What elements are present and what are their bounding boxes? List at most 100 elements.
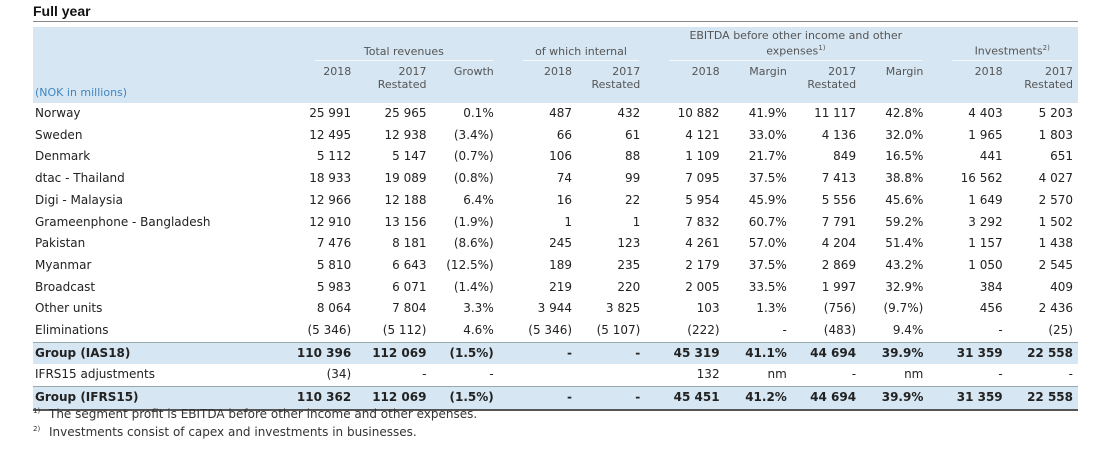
cell: 33.0% <box>748 127 787 142</box>
cell: 4 204 <box>821 236 857 251</box>
cell: 2 545 <box>1038 257 1073 272</box>
row-label: Digi - Malaysia <box>35 192 123 207</box>
cell: 219 <box>549 279 573 294</box>
cell: (12.5%) <box>446 257 494 272</box>
cell: 132 <box>645 364 725 388</box>
cell: 5 810 <box>316 257 352 272</box>
cell: (0.7%) <box>453 149 494 164</box>
group-title: Investments <box>974 45 1043 58</box>
cell: (34) <box>290 364 357 388</box>
cell: 7 832 <box>685 214 720 229</box>
cell: 441 <box>979 149 1003 164</box>
row-label: Myanmar <box>35 257 92 272</box>
cell: 45.6% <box>885 192 924 207</box>
cell: 38.8% <box>885 171 924 186</box>
cell: - <box>498 386 578 411</box>
table-row: Eliminations (5 346) (5 112) 4.6% (5 346) (5 … <box>33 320 1078 343</box>
cell: 31 359 <box>928 386 1008 411</box>
cell: 4 403 <box>968 106 1003 120</box>
table-row: Myanmar 5 810 6 643 (12.5%) 189 235 2 179 37.5%… <box>33 255 1078 277</box>
column-header-line: 2018 <box>323 65 352 78</box>
cell: 9.4% <box>861 320 929 343</box>
cell: (5 346) <box>498 320 578 343</box>
row-label: Group (IAS18) <box>33 342 291 365</box>
column-header: 2017 Restated <box>577 61 646 103</box>
cell: 16 562 <box>960 171 1003 186</box>
cell: 3 825 <box>605 301 641 316</box>
cell: 12 910 <box>309 214 352 229</box>
unit-label: (NOK in millions) <box>33 61 291 103</box>
cell: 7 804 <box>392 301 427 316</box>
group-title: of which internal <box>535 45 627 58</box>
group-header: Investments2) <box>928 27 1078 61</box>
table-row: Group (IFRS15) 110 362 112 069 (1.5%) - -45 4… <box>33 386 1078 411</box>
cell: 61 <box>625 127 641 142</box>
cell: 110 362 <box>290 386 357 411</box>
cell: 2 570 <box>1038 192 1073 207</box>
cell: 4 261 <box>685 236 720 251</box>
cell: 4 027 <box>1038 171 1073 186</box>
cell: 0.1% <box>463 106 494 120</box>
cell: nm <box>724 364 792 388</box>
cell: 5 147 <box>392 149 427 164</box>
cell: 1 <box>632 214 641 229</box>
cell: 60.7% <box>748 214 787 229</box>
cell: 1 997 <box>821 279 857 294</box>
header-row: (NOK in millions) 2018 2017 Restated Growth 2… <box>33 61 1078 103</box>
cell: 245 <box>549 236 573 251</box>
cell: (1.9%) <box>453 214 494 229</box>
cell: 99 <box>625 171 641 186</box>
group-label: EBITDA before other income and other exp… <box>669 30 923 61</box>
column-header-line: Growth <box>453 65 494 78</box>
cell: 123 <box>617 236 641 251</box>
row-label: Grameenphone - Bangladesh <box>35 214 211 229</box>
cell: 6.4% <box>463 192 494 207</box>
cell: 12 188 <box>384 192 427 207</box>
cell: 2 179 <box>685 257 720 272</box>
column-header-line: Margin <box>885 65 924 78</box>
cell: nm <box>861 364 929 388</box>
cell: 1 803 <box>1038 127 1073 142</box>
row-label: Denmark <box>35 149 91 164</box>
cell: 32.0% <box>885 127 924 142</box>
cell: - <box>431 364 499 388</box>
column-header-line: 2017 <box>1045 65 1073 78</box>
cell: - <box>577 386 646 411</box>
cell: 5 112 <box>316 149 352 164</box>
cell: 7 791 <box>821 214 857 229</box>
cell: 45 451 <box>645 386 725 411</box>
column-header: 2018 <box>290 61 357 103</box>
column-header: Margin <box>724 61 792 103</box>
cell: 13 156 <box>384 214 427 229</box>
cell: 5 983 <box>316 279 352 294</box>
cell: 43.2% <box>885 257 924 272</box>
column-header: 2017 Restated <box>1007 61 1078 103</box>
cell: (1.5%) <box>431 342 499 365</box>
cell: 42.8% <box>885 106 924 120</box>
footnote-marker: 1) <box>33 407 41 415</box>
cell: 18 933 <box>309 171 352 186</box>
cell: 5 954 <box>685 192 720 207</box>
cell: 5 203 <box>1038 106 1073 120</box>
footnote-text: Investments consist of capex and investm… <box>49 425 417 439</box>
cell: (8.6%) <box>453 236 494 251</box>
row-label: Norway <box>35 106 81 120</box>
cell: 8 064 <box>316 301 352 316</box>
cell: 12 495 <box>309 127 352 142</box>
cell: 409 <box>1050 279 1073 294</box>
table-row: dtac - Thailand 18 933 19 089 (0.8%) 74 99 7 0… <box>33 168 1078 190</box>
cell: 59.2% <box>885 214 924 229</box>
cell: 21.7% <box>748 149 787 164</box>
column-header: 2017 Restated <box>791 61 862 103</box>
cell: (5 112) <box>356 320 432 343</box>
cell: - <box>928 364 1008 388</box>
table-row: Denmark 5 112 5 147 (0.7%) 106 88 1 109 21.7% 84… <box>33 146 1078 168</box>
footnote: 1) The segment profit is EBITDA before ot… <box>33 405 477 423</box>
column-header: 2018 <box>928 61 1008 103</box>
cell: 33.5% <box>748 279 787 294</box>
cell: (756) <box>823 301 857 316</box>
cell: 41.1% <box>724 342 792 365</box>
group-label: of which internal <box>522 45 640 61</box>
cell: 2 005 <box>685 279 720 294</box>
